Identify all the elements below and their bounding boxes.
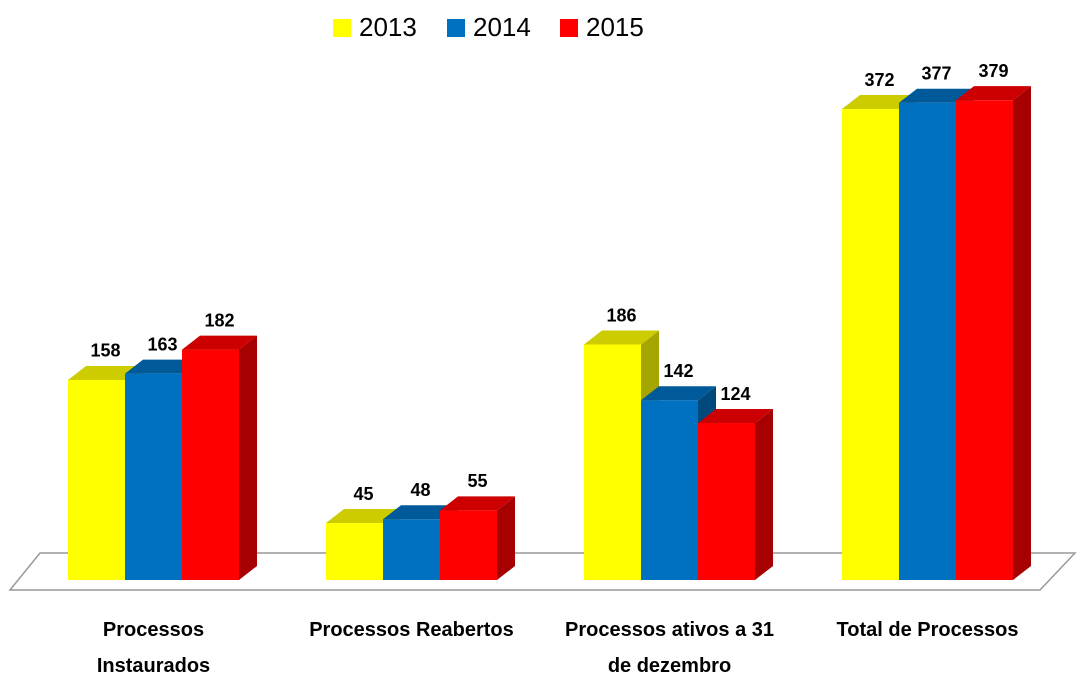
- bar-top: [842, 95, 917, 110]
- value-label: 158: [90, 341, 120, 361]
- bar-top: [326, 509, 401, 524]
- value-label: 142: [663, 361, 693, 381]
- bar-side: [239, 335, 257, 580]
- bar-top: [584, 330, 659, 345]
- x-tick-label: Processos ativos a 31 de dezembro: [564, 619, 774, 677]
- bar-top: [68, 365, 143, 380]
- bar: [641, 400, 698, 580]
- bar-top: [440, 496, 515, 511]
- bar: [125, 373, 182, 580]
- value-label: 55: [467, 471, 487, 491]
- bar-top: [899, 88, 974, 103]
- x-tick-label: Processos Instaurados: [96, 619, 211, 677]
- value-label: 372: [864, 70, 894, 90]
- bar: [698, 423, 755, 580]
- legend-swatch: [560, 19, 578, 37]
- bar-side: [497, 496, 515, 580]
- bar-top: [383, 505, 458, 520]
- legend-label: 2013: [359, 12, 417, 42]
- bar: [182, 349, 239, 580]
- legend-label: 2015: [586, 12, 644, 42]
- bar: [584, 344, 641, 580]
- value-label: 124: [720, 384, 750, 404]
- bar-top: [956, 86, 1031, 101]
- value-label: 45: [353, 484, 373, 504]
- bar-top: [641, 386, 716, 401]
- value-label: 182: [204, 310, 234, 330]
- value-label: 379: [978, 61, 1008, 81]
- value-label: 377: [921, 63, 951, 83]
- floor: [8, 552, 1077, 591]
- bar: [68, 379, 125, 580]
- bar: [383, 519, 440, 580]
- value-label: 186: [606, 305, 636, 325]
- legend-label: 2014: [473, 12, 531, 42]
- x-tick-label: Total de Processos: [836, 619, 1019, 641]
- bar: [899, 102, 956, 580]
- bar: [440, 510, 497, 580]
- legend-swatch: [333, 19, 351, 37]
- bar-top: [698, 409, 773, 424]
- legend-swatch: [447, 19, 465, 37]
- bar-top: [182, 335, 257, 350]
- x-tick-label: Processos Reabertos: [309, 619, 514, 641]
- bar: [842, 109, 899, 580]
- bar-top: [125, 359, 200, 374]
- bar: [326, 523, 383, 580]
- value-label: 163: [147, 334, 177, 354]
- bar: [956, 100, 1013, 580]
- bar-side: [755, 409, 773, 580]
- bar-side: [1013, 86, 1031, 580]
- value-label: 48: [410, 480, 430, 500]
